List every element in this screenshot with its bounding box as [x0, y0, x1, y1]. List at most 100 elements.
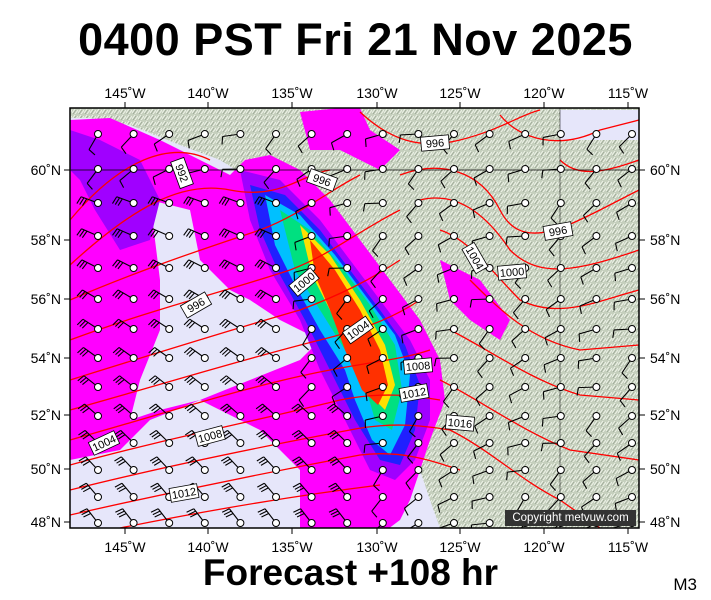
- wind-barb: [257, 482, 280, 501]
- wind-barb: [265, 130, 280, 155]
- isobar-label: 1000: [497, 263, 527, 281]
- wind-barb: [186, 508, 209, 527]
- wind-barb: [256, 456, 280, 474]
- lat-tick-label: 52˚N: [650, 407, 680, 423]
- wind-barb: [327, 456, 352, 474]
- lon-tick-label: 115˚W: [608, 539, 649, 555]
- wind-barb: [436, 295, 458, 312]
- wind-barb: [478, 325, 494, 350]
- wind-barb: [618, 412, 636, 436]
- wind-barb: [408, 412, 423, 438]
- wind-barb: [326, 403, 352, 420]
- wind-barb: [328, 482, 352, 501]
- lon-tick-label: 145˚W: [104, 85, 146, 101]
- isobar-label: 996: [420, 134, 450, 152]
- wind-barb: [254, 196, 280, 207]
- svg-text:1012: 1012: [401, 386, 427, 402]
- wind-barb: [76, 318, 102, 333]
- isobar-label: 1008: [194, 425, 226, 447]
- wind-barb: [438, 199, 458, 222]
- wind-barb: [148, 318, 174, 333]
- wind-barb: [614, 264, 636, 282]
- wind-barb: [147, 259, 174, 272]
- wind-barb: [298, 383, 316, 407]
- wind-barb: [371, 493, 387, 518]
- wind-barb: [549, 466, 565, 491]
- wind-barb: [364, 412, 387, 429]
- wind-barb: [257, 508, 280, 527]
- wind-barb: [541, 165, 565, 179]
- wind-barb: [471, 493, 494, 510]
- svg-text:996: 996: [311, 172, 332, 190]
- wind-station-grid: [76, 130, 636, 528]
- lat-tick-label: 58˚N: [650, 232, 680, 248]
- wind-barb: [327, 264, 352, 277]
- wind-barb: [472, 466, 494, 485]
- lat-tick-label: 56˚N: [31, 291, 61, 307]
- wind-barb: [613, 295, 636, 311]
- wind-barb: [403, 264, 423, 286]
- wind-barb: [331, 383, 352, 405]
- lon-tick-label: 125˚W: [439, 85, 481, 101]
- wind-barb: [373, 466, 387, 492]
- wind-barb: [76, 228, 102, 240]
- wind-barb: [433, 354, 458, 367]
- lat-tick-label: 48˚N: [650, 514, 680, 530]
- wind-barb: [115, 508, 138, 527]
- wind-barb: [586, 130, 601, 156]
- wind-barb: [218, 259, 245, 272]
- wind-barb: [221, 508, 245, 527]
- wind-barb: [293, 508, 316, 527]
- wind-barb: [440, 165, 458, 189]
- wind-barb: [295, 199, 316, 220]
- lat-tick-label: 48˚N: [31, 514, 61, 530]
- wind-barb: [147, 289, 174, 303]
- wind-barb: [507, 412, 530, 431]
- wind-barb: [619, 383, 636, 408]
- svg-text:996: 996: [548, 224, 568, 239]
- wind-barb: [329, 199, 352, 216]
- wind-barb: [550, 199, 565, 225]
- wind-barb: [401, 325, 423, 344]
- wind-barb: [582, 199, 601, 223]
- wind-barb: [256, 429, 280, 447]
- wind-barb: [220, 165, 245, 178]
- wind-barb: [183, 259, 209, 272]
- wind-barb: [364, 165, 387, 180]
- wind-barb: [221, 482, 245, 501]
- wind-barb: [112, 228, 138, 240]
- wind-barb: [508, 383, 530, 404]
- wind-barb: [120, 130, 138, 155]
- wind-barb: [113, 403, 138, 420]
- wind-barb: [435, 325, 458, 340]
- wind-barb: [149, 456, 174, 474]
- lon-tick-label: 130˚W: [356, 85, 398, 101]
- wind-barb: [474, 412, 494, 434]
- wind-barb: [511, 325, 530, 349]
- wind-barb: [219, 375, 245, 391]
- isobar-label: 1008: [403, 357, 433, 375]
- wind-barb: [506, 199, 530, 215]
- wind-barb: [505, 232, 530, 245]
- lat-tick-label: 50˚N: [31, 461, 61, 477]
- wind-barb: [183, 196, 209, 207]
- wind-barb: [541, 412, 565, 427]
- lat-tick-label: 56˚N: [650, 291, 680, 307]
- wind-barb: [76, 196, 102, 207]
- wind-barb: [473, 439, 494, 460]
- wind-barb: [255, 375, 280, 391]
- lon-tick-label: 120˚W: [523, 539, 565, 555]
- wind-barb: [119, 165, 138, 188]
- lat-tick-label: 54˚N: [31, 350, 61, 366]
- wind-barb: [578, 325, 601, 342]
- wind-barb: [148, 347, 174, 362]
- wind-barb: [336, 295, 352, 320]
- wind-barb: [297, 130, 316, 154]
- wind-barb: [577, 354, 601, 369]
- wind-barb: [366, 354, 387, 375]
- wind-barb: [579, 295, 601, 314]
- wind-barb: [148, 403, 174, 420]
- wind-barb: [477, 354, 494, 379]
- wind-barb: [615, 232, 636, 252]
